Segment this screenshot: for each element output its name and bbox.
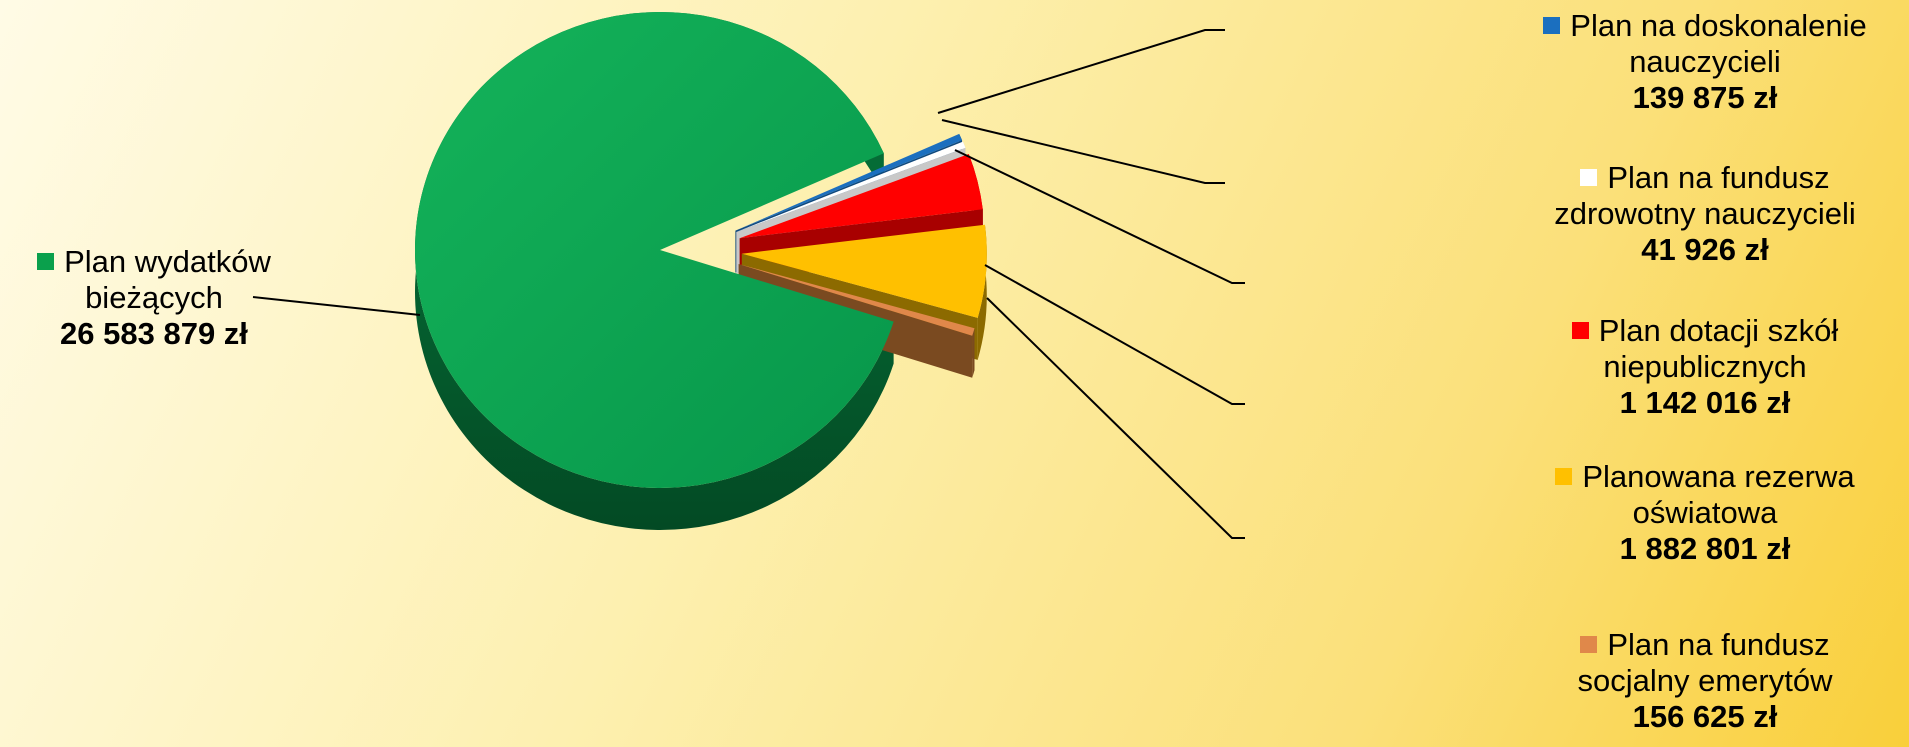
legend-swatch-white <box>1580 169 1598 186</box>
label-green: Plan wydatków bieżących 26 583 879 zł <box>8 244 300 352</box>
legend-swatch-green <box>37 253 55 270</box>
label-yellow: Planowana rezerwa oświatowa 1 882 801 zł <box>1505 459 1905 567</box>
legend-swatch-red <box>1571 322 1589 339</box>
label-name-2: nauczycieli <box>1629 44 1781 79</box>
leader-line-orange <box>986 297 1245 539</box>
leader-line-yellow <box>984 264 1245 405</box>
legend-swatch-blue <box>1543 17 1561 34</box>
pie-slice-plan-wydatków-bieżących <box>414 11 894 488</box>
label-blue: Plan na doskonalenie nauczycieli 139 875… <box>1505 8 1905 116</box>
label-value: 1 142 016 zł <box>1619 385 1791 420</box>
label-red: Plan dotacji szkół niepublicznych 1 142 … <box>1505 313 1905 421</box>
pie-slice-tops <box>414 11 987 488</box>
leader-line-blue <box>937 29 1225 114</box>
label-name: Plan na fundusz <box>1607 627 1830 662</box>
leader-line-white <box>941 119 1225 184</box>
label-name: Plan wydatków <box>64 244 271 279</box>
label-value: 41 926 zł <box>1641 232 1769 267</box>
pie-slice-plan-na-doskonalenie-nauczycieli <box>735 133 963 231</box>
pie-slice-planowana-rezerwa-oświatowa-side <box>977 224 987 360</box>
label-value: 139 875 zł <box>1632 80 1778 115</box>
legend-swatch-yellow <box>1555 468 1573 485</box>
label-orange: Plan na fundusz socjalny emerytów 156 62… <box>1505 627 1905 735</box>
label-name: Planowana rezerwa <box>1582 459 1855 494</box>
label-name: Plan na doskonalenie <box>1570 8 1867 43</box>
label-value: 26 583 879 zł <box>60 316 248 351</box>
pie-slice-planowana-rezerwa-oświatowa <box>741 224 987 318</box>
label-name: Plan na fundusz <box>1607 160 1830 195</box>
pie-slice-plan-na-fundusz-socjalny-emerytów-side <box>972 328 975 378</box>
leader-lines <box>252 29 1245 539</box>
label-name: Plan dotacji szkół <box>1598 313 1839 348</box>
pie-slice-plan-na-fundusz-zdrowotny-nauczycieli <box>736 141 966 232</box>
legend-swatch-orange <box>1580 636 1598 653</box>
leader-line-green <box>252 296 421 316</box>
label-name-2: socjalny emerytów <box>1577 663 1833 698</box>
label-name-2: niepublicznych <box>1603 349 1807 384</box>
label-name-2: bieżących <box>85 280 223 315</box>
leader-line-red <box>954 149 1245 284</box>
label-value: 1 882 801 zł <box>1619 531 1791 566</box>
label-white: Plan na fundusz zdrowotny nauczycieli 41… <box>1505 160 1905 268</box>
pie-slice-plan-na-fundusz-socjalny-emerytów <box>738 264 975 336</box>
pie-slice-plan-dotacji-szkół-niepublicznych <box>739 154 983 239</box>
label-name-2: zdrowotny nauczycieli <box>1554 196 1856 231</box>
label-value: 156 625 zł <box>1632 699 1778 734</box>
label-name-2: oświatowa <box>1632 495 1778 530</box>
